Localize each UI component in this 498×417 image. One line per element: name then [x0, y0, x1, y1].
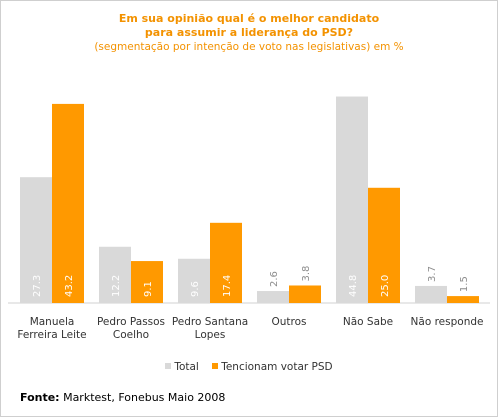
category-label-line: Manuela [29, 316, 75, 328]
source-label: Fonte: [20, 391, 60, 404]
legend: Total Tencionam votar PSD [0, 361, 498, 373]
value-label-total-2: 9.6 [190, 281, 201, 297]
value-label-psd-2: 17.4 [222, 275, 233, 297]
category-label-line: Não responde [410, 316, 484, 328]
bar-total-3 [257, 291, 289, 303]
category-label-2: Pedro Santana Lopes [160, 316, 260, 342]
value-label-psd-4: 25.0 [380, 275, 391, 297]
bar-psd-5 [447, 296, 479, 303]
category-label-line: Ferreira Leite [17, 329, 87, 341]
category-label-4: Não Sabe [318, 316, 418, 329]
category-label-line: Não Sabe [342, 316, 394, 328]
legend-swatch-total [165, 363, 172, 369]
value-label-psd-0: 43.2 [64, 275, 75, 297]
value-label-psd-1: 9.1 [143, 281, 154, 297]
category-label-line: Coelho [112, 329, 150, 341]
category-label-line: Pedro Passos [96, 316, 166, 328]
chart-title-line-2: para assumir a liderança do PSD? [144, 26, 354, 39]
source-note: Fonte: Marktest, Fonebus Maio 2008 [20, 391, 225, 404]
category-label-line: Pedro Santana [171, 316, 249, 328]
category-label-line: Outros [271, 316, 307, 328]
bar-psd-3 [289, 285, 321, 303]
bar-total-1 [99, 246, 131, 303]
source-text: Marktest, Fonebus Maio 2008 [59, 391, 226, 404]
bar-psd-2 [210, 222, 242, 303]
bar-total-4 [336, 96, 368, 304]
value-label-psd-3: 3.8 [301, 266, 312, 282]
legend-item-psd: Tencionam votar PSD [212, 361, 333, 373]
bar-total-5 [415, 285, 447, 303]
legend-label-psd: Tencionam votar PSD [221, 361, 333, 373]
bar-psd-1 [131, 261, 163, 303]
category-label-line: Lopes [194, 329, 226, 341]
category-label-1: Pedro Passos Coelho [81, 316, 181, 342]
category-label-5: Não responde [397, 316, 497, 329]
value-label-total-4: 44.8 [348, 275, 359, 297]
legend-swatch-psd [212, 363, 219, 369]
bars-group [20, 96, 479, 304]
bar-total-2 [178, 258, 210, 303]
value-label-total-3: 2.6 [269, 271, 280, 287]
legend-label-total: Total [174, 361, 199, 373]
category-label-3: Outros [239, 316, 339, 329]
category-label-0: Manuela Ferreira Leite [2, 316, 102, 342]
data-labels-group: 27.3 43.2 12.2 9.1 9.6 17.4 2.6 3.8 44.8 25.0 3.7 1… [32, 266, 470, 297]
value-label-psd-5: 1.5 [459, 276, 470, 292]
chart-subtitle: (segmentação por intenção de voto nas le… [94, 41, 404, 53]
value-label-total-5: 3.7 [427, 266, 438, 282]
bar-psd-0 [52, 103, 84, 303]
bar-psd-4 [368, 187, 400, 303]
legend-item-total: Total [165, 361, 199, 373]
chart-title-line-1: Em sua opinião qual é o melhor candidato [118, 12, 380, 25]
value-label-total-1: 12.2 [111, 275, 122, 297]
bar-total-0 [20, 177, 52, 303]
value-label-total-0: 27.3 [32, 275, 43, 297]
